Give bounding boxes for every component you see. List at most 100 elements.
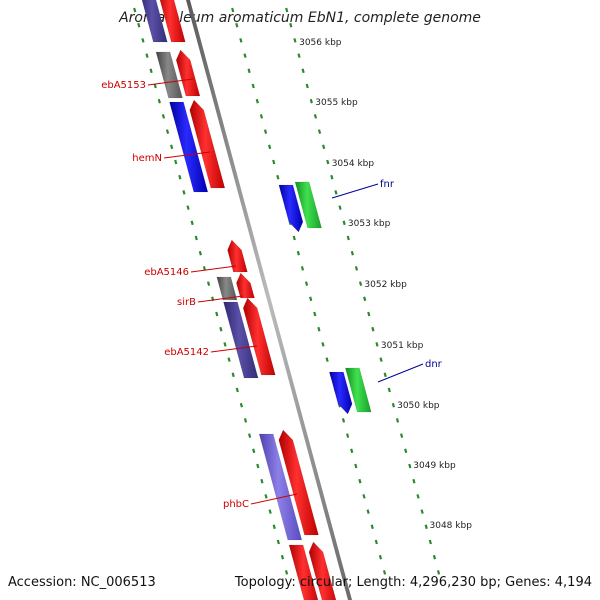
- topology-text: Topology: circular; Length: 4,296,230 bp…: [234, 575, 592, 590]
- tick-ring-dash: [412, 478, 416, 484]
- inner-ring-dash: [346, 433, 350, 438]
- gene-feature[interactable]: [258, 433, 303, 541]
- tick-ring-dash: [301, 68, 305, 74]
- label-leader-line: [250, 493, 298, 505]
- gene-feature[interactable]: [216, 276, 238, 301]
- tick-ring-dash: [330, 174, 334, 180]
- tick-ring-dash: [326, 159, 330, 165]
- inner-ring-dash: [255, 98, 259, 104]
- outer-ring-dash: [161, 114, 166, 119]
- outer-ring-dash: [272, 524, 276, 530]
- tick-ring-dash: [420, 509, 424, 514]
- tick-ring-dash: [338, 205, 342, 210]
- inner-ring-dash: [321, 342, 325, 347]
- cds-feature[interactable]: [308, 541, 339, 600]
- gene-feature[interactable]: [223, 301, 259, 379]
- genome-backbone: [186, 0, 353, 600]
- outer-ring-dash: [141, 38, 145, 43]
- inner-ring-dash: [341, 418, 346, 423]
- tick-ring-dash: [297, 53, 301, 58]
- scale-tick-label: 3052 kbp: [364, 280, 407, 290]
- gene-feature[interactable]: [329, 371, 353, 415]
- gene-label-eba5153[interactable]: ebA5153: [101, 78, 194, 91]
- inner-ring-dash: [247, 68, 251, 74]
- inner-ring-dash: [309, 296, 313, 302]
- outer-ring-dash: [215, 311, 219, 317]
- tick-ring-dash: [436, 570, 441, 575]
- label-leader-line: [331, 183, 379, 199]
- gene-label-fnr[interactable]: fnr: [331, 179, 395, 199]
- tick-ring-dash: [408, 463, 412, 469]
- tick-ring-dash: [432, 554, 437, 560]
- gene-label-sirb[interactable]: sirB: [177, 295, 244, 308]
- inner-ring-dash: [358, 478, 362, 484]
- map-dashes-layer: [133, 7, 441, 575]
- tick-ring-dash: [346, 235, 350, 241]
- outer-ring-dash: [243, 418, 248, 423]
- outer-ring-dash: [280, 554, 285, 560]
- outer-ring-dash: [256, 463, 260, 469]
- outer-ring-dash: [137, 22, 141, 28]
- outer-ring-dash: [157, 98, 161, 104]
- cds-feature[interactable]: [175, 49, 201, 97]
- outer-ring-dash: [231, 372, 235, 378]
- tick-ring-dash: [400, 433, 404, 438]
- inner-ring-dash: [231, 7, 235, 13]
- inner-ring-dash: [239, 38, 243, 43]
- outer-ring-dash: [178, 174, 182, 180]
- gene-label-eba5146[interactable]: ebA5146: [144, 265, 237, 278]
- outer-ring-dash: [198, 250, 202, 256]
- cds-feature[interactable]: [236, 272, 255, 299]
- gene-label-phbc[interactable]: phbC: [223, 493, 298, 510]
- gene-label-text: ebA5146: [144, 267, 189, 278]
- cds-feature[interactable]: [288, 544, 321, 600]
- outer-ring-dash: [227, 357, 231, 362]
- cds-feature[interactable]: [227, 239, 248, 273]
- inner-ring-dash: [304, 281, 309, 286]
- tick-ring-dash: [334, 190, 338, 195]
- gene-feature[interactable]: [139, 0, 168, 43]
- tick-ring-dash: [391, 402, 396, 408]
- outer-ring-dash: [219, 326, 223, 332]
- inner-ring-dash: [374, 539, 378, 545]
- tick-ring-dash: [424, 524, 428, 530]
- scale-tick-label: 3048 kbp: [430, 521, 473, 531]
- tick-ring-dash: [358, 281, 363, 286]
- outer-ring-dash: [268, 509, 272, 514]
- map-labels-layer: 3056 kbp 3055 kbp 3054 kbp 3053 kbp 3052 kbp…: [101, 38, 472, 531]
- cds-feature[interactable]: [157, 0, 186, 43]
- gene-feature[interactable]: [278, 184, 304, 233]
- cds-feature[interactable]: [242, 297, 276, 376]
- gene-label-eba5142[interactable]: ebA5142: [164, 345, 258, 358]
- cds-feature[interactable]: [189, 99, 226, 189]
- label-leader-line: [147, 78, 194, 86]
- tick-ring-dash: [404, 448, 408, 454]
- gene-feature[interactable]: [169, 101, 209, 193]
- outer-ring-dash: [284, 570, 289, 575]
- inner-ring-dash: [300, 266, 305, 271]
- scale-tick-label: 3056 kbp: [299, 38, 342, 48]
- inner-ring-dash: [370, 524, 374, 530]
- inner-ring-dash: [366, 509, 370, 514]
- inner-ring-dash: [292, 235, 296, 241]
- gene-feature[interactable]: [294, 181, 322, 229]
- outer-ring-dash: [194, 235, 198, 241]
- gene-label-hemn[interactable]: hemN: [132, 151, 211, 164]
- outer-ring-dash: [170, 144, 174, 150]
- cds-feature[interactable]: [278, 429, 319, 536]
- outer-ring-dash: [252, 448, 256, 454]
- inner-ring-dash: [259, 114, 264, 119]
- gene-feature[interactable]: [345, 367, 372, 413]
- tick-ring-dash: [322, 144, 326, 150]
- gene-label-text: dnr: [425, 359, 443, 370]
- label-leader-line: [163, 151, 211, 159]
- inner-ring-dash: [350, 448, 354, 454]
- gene-label-text: ebA5153: [101, 80, 146, 91]
- inner-ring-dash: [263, 129, 268, 134]
- gene-label-dnr[interactable]: dnr: [377, 359, 443, 383]
- map-genes-layer: [139, 0, 372, 600]
- inner-ring-dash: [313, 311, 317, 317]
- accession-text: Accession: NC_006513: [8, 575, 156, 590]
- tick-ring-dash: [289, 22, 293, 28]
